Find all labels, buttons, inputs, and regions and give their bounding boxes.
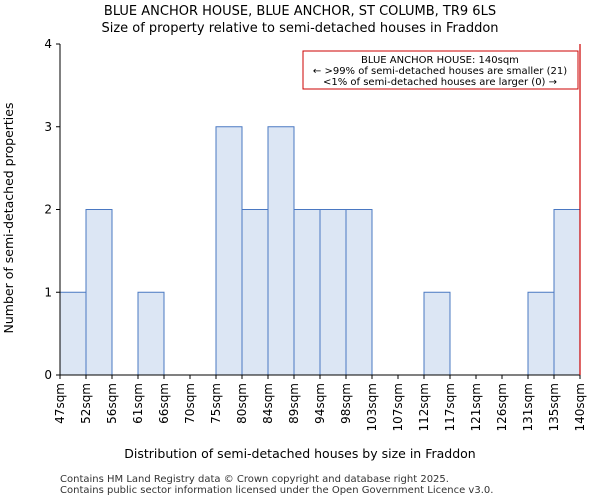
annotation-line-1: BLUE ANCHOR HOUSE: 140sqm: [361, 55, 519, 66]
bar-131sqm: [527, 291, 555, 376]
x-tick-label: 121sqm: [469, 383, 483, 431]
x-tick-label: 131sqm: [521, 383, 535, 431]
x-tick-label: 107sqm: [391, 383, 405, 431]
x-axis-ticks: 47sqm 52sqm 56sqm 61sqm 66sqm 70sqm 75sqm 80sqm…: [53, 375, 587, 431]
bars-group: [59, 126, 581, 376]
bar-61sqm: [137, 291, 165, 376]
annotation-frame: [302, 50, 579, 90]
y-axis-ticks: 0 1 2 3 4: [44, 37, 60, 382]
bar-135sqm: [553, 209, 581, 376]
bar-75sqm: [215, 126, 243, 376]
x-tick-label: 75sqm: [209, 383, 223, 424]
x-tick-label: 56sqm: [105, 383, 119, 424]
y-tick-label: 0: [44, 368, 52, 382]
x-tick-label: 135sqm: [547, 383, 561, 431]
y-tick-label: 1: [44, 285, 52, 299]
x-tick-label: 98sqm: [339, 383, 353, 424]
bar-89sqm: [293, 209, 321, 376]
x-tick-label: 80sqm: [235, 383, 249, 424]
x-tick-label: 52sqm: [79, 383, 93, 424]
x-tick-label: 94sqm: [313, 383, 327, 424]
y-axis-label: Number of semi-detached properties: [1, 103, 16, 334]
bar-98sqm: [345, 209, 373, 376]
x-tick-label: 140sqm: [573, 383, 587, 431]
x-tick-label: 61sqm: [131, 383, 145, 424]
chart-title: BLUE ANCHOR HOUSE, BLUE ANCHOR, ST COLUM…: [104, 4, 496, 19]
x-tick-label: 84sqm: [261, 383, 275, 424]
bar-84sqm: [267, 126, 295, 376]
x-tick-label: 47sqm: [53, 383, 67, 424]
x-tick-label: 89sqm: [287, 383, 301, 424]
bar-47sqm: [59, 291, 87, 376]
chart-subtitle: Size of property relative to semi-detach…: [101, 21, 498, 36]
x-tick-label: 103sqm: [365, 383, 379, 431]
x-tick-label: 66sqm: [157, 383, 171, 424]
footer-line-2: Contains public sector information licen…: [60, 485, 494, 496]
x-tick-label: 112sqm: [417, 383, 431, 431]
bar-94sqm: [319, 209, 347, 376]
annotation-box: BLUE ANCHOR HOUSE: 140sqm ← >99% of semi…: [302, 50, 579, 90]
annotation-line-3: <1% of semi-detached houses are larger (…: [323, 77, 557, 88]
bar-112sqm: [423, 291, 451, 376]
y-tick-label: 4: [44, 37, 52, 51]
x-axis-label: Distribution of semi-detached houses by …: [124, 446, 475, 461]
annotation-line-2: ← >99% of semi-detached houses are small…: [313, 66, 567, 77]
x-tick-label: 126sqm: [495, 383, 509, 431]
y-tick-label: 3: [44, 120, 52, 134]
y-tick-label: 2: [44, 203, 52, 217]
x-tick-label: 117sqm: [443, 383, 457, 431]
footer-line-1: Contains HM Land Registry data © Crown c…: [60, 474, 449, 485]
x-tick-label: 70sqm: [183, 383, 197, 424]
bar-80sqm: [241, 209, 269, 376]
bar-52sqm: [85, 209, 113, 376]
